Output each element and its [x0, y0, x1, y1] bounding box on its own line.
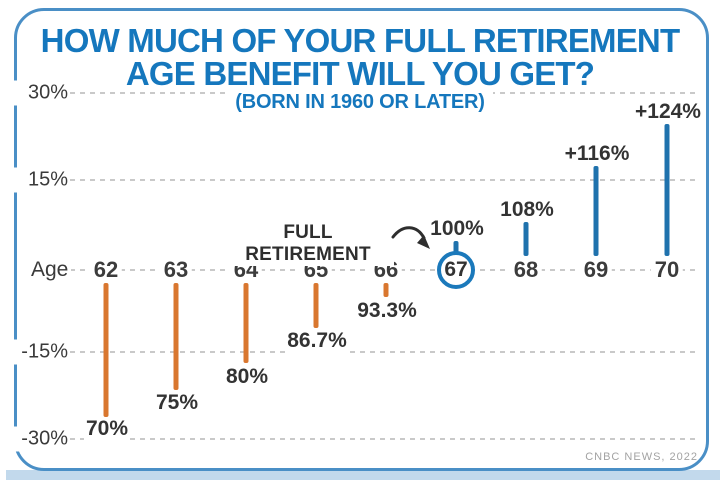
ytick-m30: -30% — [8, 426, 68, 452]
benefit-bar-down-66 — [383, 283, 389, 297]
benefit-bar-up-69 — [593, 166, 599, 256]
title-line-2: AGE BENEFIT WILL YOU GET? — [117, 57, 603, 90]
value-label-68: 108% — [498, 198, 556, 222]
chart-title-block: HOW MUCH OF YOUR FULL RETIREMENT AGE BEN… — [0, 24, 720, 115]
benefit-bar-down-65 — [313, 283, 319, 328]
curved-arrow-icon — [391, 226, 430, 249]
benefit-bar-down-63 — [173, 283, 179, 390]
age-label-68: 68 — [509, 257, 543, 283]
gridline-15pct — [70, 179, 700, 181]
value-label-66: 93.3% — [355, 299, 419, 323]
subtitle: (BORN IN 1960 OR LATER) — [227, 90, 493, 115]
gridline-minus15pct — [70, 351, 700, 353]
ytick-30: 30% — [8, 80, 68, 106]
age-label-70: 70 — [650, 257, 684, 283]
value-label-64: 80% — [223, 365, 271, 389]
age-label-69: 69 — [579, 257, 613, 283]
age-label-63: 63 — [159, 257, 193, 283]
benefit-bar-up-68 — [523, 222, 529, 256]
full-retirement-annotation: FULL RETIREMENT — [222, 222, 394, 266]
ytick-m15: -15% — [8, 339, 68, 365]
value-label-65: 86.7% — [285, 329, 349, 353]
benefit-bar-up-67 — [453, 241, 459, 253]
age-axis-label: Age — [28, 258, 72, 282]
age-label-67: 67 — [444, 258, 468, 281]
ytick-15: 15% — [8, 167, 68, 193]
value-label-70: +124% — [633, 100, 703, 124]
value-label-67: 100% — [428, 217, 486, 241]
title-line-1: HOW MUCH OF YOUR FULL RETIREMENT — [32, 24, 688, 57]
value-label-69: +116% — [562, 142, 632, 166]
benefit-bar-down-62 — [103, 283, 109, 417]
gridline-minus30pct — [70, 438, 700, 440]
benefit-bar-up-70 — [664, 124, 670, 256]
card-shadow — [6, 470, 720, 480]
benefit-bar-down-64 — [243, 283, 249, 363]
value-label-63: 75% — [153, 391, 201, 415]
source-attribution: CNBC NEWS, 2022 — [585, 451, 698, 463]
age-label-62: 62 — [89, 257, 123, 283]
full-retirement-age-circle: 67 — [437, 251, 475, 289]
value-label-62: 70% — [83, 417, 131, 441]
